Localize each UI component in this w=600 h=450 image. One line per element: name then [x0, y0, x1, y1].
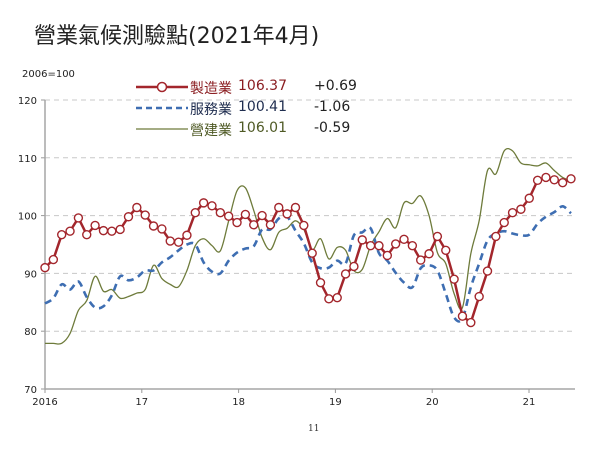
data-point-marker: [107, 226, 117, 236]
solid-line-marker-icon: [136, 81, 188, 93]
series-lines: [40, 147, 576, 345]
data-point-marker: [457, 311, 468, 321]
data-point-marker: [499, 217, 509, 228]
data-point-marker: [532, 175, 543, 186]
data-point-marker: [549, 175, 560, 185]
data-point-marker: [299, 220, 309, 231]
x-tick-label: 18: [232, 397, 245, 408]
data-point-marker: [524, 193, 534, 203]
data-point-marker: [207, 201, 217, 211]
legend-change: -1.06: [314, 99, 351, 115]
data-point-marker: [98, 225, 109, 236]
legend-name: 製造業: [190, 81, 232, 97]
data-point-marker: [332, 292, 342, 303]
data-point-marker: [190, 208, 200, 218]
gridlines: [45, 99, 572, 332]
data-point-marker: [215, 208, 226, 218]
data-point-marker: [82, 229, 92, 240]
y-tick-label: 100: [18, 212, 37, 223]
data-point-marker: [374, 240, 384, 251]
data-point-marker: [482, 266, 493, 276]
data-point-marker: [148, 221, 159, 231]
data-point-marker: [491, 231, 501, 242]
construction-line: [44, 147, 572, 345]
dashed-line-icon: [136, 106, 188, 110]
data-point-marker: [282, 209, 292, 219]
data-point-marker: [232, 217, 242, 228]
data-point-marker: [507, 208, 518, 218]
y-tick-label: 120: [18, 96, 37, 107]
data-point-marker: [357, 235, 367, 245]
data-point-marker: [123, 212, 134, 222]
data-point-marker: [157, 224, 167, 234]
x-tick-label: 19: [329, 397, 342, 408]
y-tick-label: 110: [18, 154, 37, 165]
data-point-marker: [382, 250, 393, 261]
data-point-marker: [40, 262, 50, 273]
x-tick-label: 17: [135, 397, 148, 408]
legend-value: 100.41: [238, 99, 287, 115]
data-point-marker: [56, 229, 67, 240]
legend-name: 服務業: [190, 102, 232, 118]
axes: 70 80 90 100 110 120 2016 17 18 19 20 21: [18, 96, 575, 408]
services-line: [44, 205, 572, 323]
manufacturing-line: [44, 176, 572, 324]
data-point-marker: [65, 226, 75, 236]
y-tick-label: 90: [24, 269, 37, 280]
data-point-marker: [240, 209, 251, 220]
legend-value: 106.01: [238, 120, 287, 136]
data-point-marker: [265, 220, 276, 230]
data-point-marker: [73, 213, 84, 223]
data-point-marker: [407, 240, 418, 251]
thin-line-icon: [136, 128, 188, 130]
data-point-marker: [441, 245, 451, 255]
data-point-marker: [315, 277, 326, 288]
data-point-marker: [466, 317, 476, 328]
page-number: 11: [308, 424, 320, 434]
data-point-marker: [257, 210, 267, 221]
data-point-marker: [432, 231, 443, 242]
data-point-marker: [307, 248, 317, 258]
data-point-marker: [449, 274, 459, 284]
data-point-marker: [324, 294, 334, 304]
legend-name: 營建業: [190, 123, 232, 139]
legend-change: -0.59: [314, 120, 351, 136]
x-tick-label: 21: [523, 397, 536, 408]
data-point-marker: [516, 204, 526, 214]
data-point-marker: [140, 210, 150, 220]
data-point-marker: [115, 224, 125, 235]
data-point-marker: [474, 291, 484, 302]
data-point-marker: [424, 249, 434, 259]
data-point-marker: [416, 255, 426, 265]
data-point-marker: [132, 202, 142, 213]
data-point-marker: [223, 211, 234, 221]
data-point-marker: [173, 237, 184, 247]
base-year-label: 2006=100: [22, 69, 75, 80]
data-point-marker: [340, 269, 351, 279]
data-point-marker: [390, 239, 401, 249]
x-tick-label: 2016: [32, 397, 57, 408]
y-tick-label: 80: [24, 327, 37, 338]
data-point-marker: [90, 220, 100, 231]
data-point-marker: [48, 254, 59, 265]
data-point-marker: [274, 202, 284, 213]
data-point-marker: [399, 234, 409, 244]
data-point-marker: [566, 174, 576, 184]
y-tick-label: 70: [24, 385, 37, 396]
data-point-marker: [249, 220, 259, 230]
data-point-marker: [349, 261, 359, 272]
data-point-marker: [365, 240, 376, 251]
data-point-marker: [290, 202, 301, 213]
legend-change: +0.69: [314, 78, 357, 94]
data-point-marker: [541, 172, 551, 183]
data-point-marker: [182, 230, 192, 240]
data-point-marker: [557, 177, 568, 188]
data-point-marker: [198, 198, 209, 208]
x-tick-label: 20: [426, 397, 439, 408]
legend-value: 106.37: [238, 78, 287, 94]
page-title: 營業氣候測驗點(2021年4月): [34, 24, 320, 49]
data-point-marker: [165, 236, 175, 246]
